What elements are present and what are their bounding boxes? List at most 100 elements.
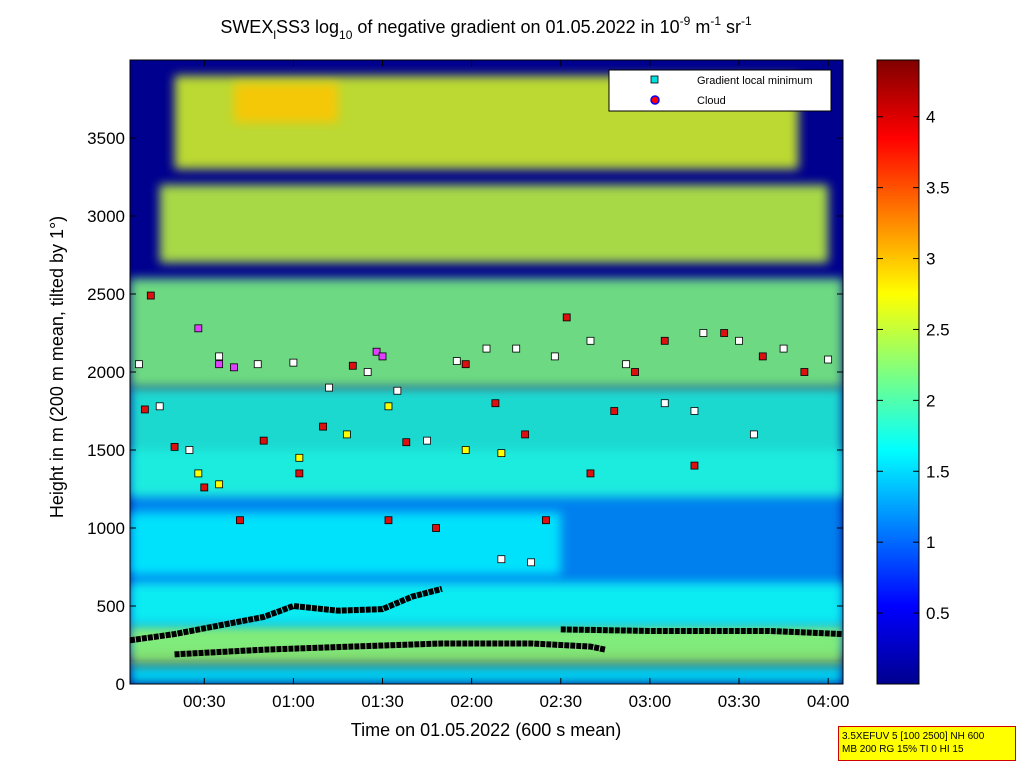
minimum-marker-21 bbox=[497, 555, 506, 564]
colorbar-tick-label-4: 2.5 bbox=[926, 320, 950, 339]
minimum-marker-19 bbox=[779, 344, 788, 353]
legend-cloud-label: Cloud bbox=[697, 95, 726, 107]
y-axis: 0 500 1000 1500 2000 2500 3000 3500 bbox=[87, 129, 843, 694]
boundary-line-upper bbox=[560, 626, 843, 638]
cloud-marker-15 bbox=[542, 516, 550, 525]
purple-marker-4 bbox=[378, 352, 387, 361]
heat-layer-3 bbox=[130, 582, 843, 625]
x-tick-label-2: 01:30 bbox=[361, 692, 404, 711]
x-tick-label-4: 02:30 bbox=[539, 692, 582, 711]
minimum-marker-2 bbox=[185, 446, 194, 454]
x-tick-label-1: 01:00 bbox=[272, 692, 315, 711]
heatmap-layers bbox=[130, 75, 843, 684]
legend-cloud-marker bbox=[650, 95, 660, 105]
minimum-marker-9 bbox=[423, 436, 431, 445]
cloud-marker-4 bbox=[236, 516, 244, 525]
chart-title: SWEXlSS3 log10 of negative gradient on 0… bbox=[220, 14, 752, 42]
colorbar-tick-label-3: 2 bbox=[926, 391, 935, 410]
heat-layer-7 bbox=[159, 184, 829, 263]
yellow-marker-0 bbox=[194, 469, 203, 478]
y-tick-label-3: 1500 bbox=[87, 441, 125, 460]
cloud-marker-8 bbox=[348, 361, 357, 370]
purple-marker-3 bbox=[372, 347, 381, 356]
y-axis-label: Height in m (200 m mean, tilted by 1°) bbox=[47, 216, 67, 518]
cloud-marker-20 bbox=[660, 336, 669, 345]
minimum-marker-6 bbox=[325, 383, 333, 392]
minimum-marker-5 bbox=[289, 358, 298, 367]
stamp-line-2: MB 200 RG 15% TI 0 HI 15 bbox=[842, 744, 964, 755]
heat-layer-1 bbox=[130, 665, 843, 684]
cloud-marker-18 bbox=[610, 407, 619, 415]
legend: Gradient local minimum Cloud bbox=[608, 69, 832, 112]
yellow-marker-6 bbox=[497, 449, 506, 458]
x-tick-label-7: 04:00 bbox=[807, 692, 850, 711]
minimum-marker-8 bbox=[393, 386, 402, 395]
cloud-marker-9 bbox=[384, 516, 393, 525]
cloud-marker-5 bbox=[259, 436, 268, 445]
cloud-marker-14 bbox=[521, 430, 530, 439]
colorbar-tick-label-0: 0.5 bbox=[926, 604, 950, 623]
cloud-marker-21 bbox=[690, 461, 699, 470]
purple-marker-0 bbox=[194, 324, 203, 333]
y-tick-label-1: 500 bbox=[97, 597, 125, 616]
minimum-marker-18 bbox=[735, 336, 743, 345]
x-tick-label-6: 03:30 bbox=[718, 692, 761, 711]
cloud-marker-23 bbox=[758, 352, 767, 361]
boundary-line-surface bbox=[174, 640, 606, 658]
colorbar-tick-label-7: 4 bbox=[926, 108, 935, 127]
yellow-marker-1 bbox=[215, 480, 224, 489]
heat-layer-9 bbox=[233, 83, 338, 123]
x-tick-label-0: 00:30 bbox=[183, 692, 226, 711]
cloud-marker-3 bbox=[200, 483, 209, 492]
y-tick-label-2: 1000 bbox=[87, 519, 125, 538]
minimum-marker-15 bbox=[622, 360, 631, 369]
cloud-marker-7 bbox=[319, 422, 328, 431]
minimum-marker-3 bbox=[215, 352, 224, 361]
yellow-marker-2 bbox=[295, 453, 304, 462]
y-tick-label-6: 3000 bbox=[87, 207, 125, 226]
y-tick-label-0: 0 bbox=[116, 675, 125, 694]
minimum-marker-12 bbox=[512, 344, 521, 353]
colorbar-tick-label-1: 1 bbox=[926, 533, 935, 552]
colorbar-tick-label-6: 3.5 bbox=[926, 179, 950, 198]
legend-minimum-label: Gradient local minimum bbox=[697, 75, 813, 87]
legend-minimum-marker bbox=[650, 75, 659, 84]
cloud-marker-1 bbox=[146, 291, 155, 300]
minimum-marker-14 bbox=[586, 336, 595, 345]
minimum-marker-22 bbox=[527, 558, 535, 567]
cloud-marker-0 bbox=[140, 405, 149, 414]
x-tick-label-3: 02:00 bbox=[450, 692, 493, 711]
yellow-marker-3 bbox=[342, 430, 351, 439]
colorbar-tick-label-2: 1.5 bbox=[926, 462, 950, 481]
minimum-marker-13 bbox=[550, 352, 559, 361]
minimum-marker-10 bbox=[452, 357, 461, 365]
legend-box bbox=[608, 69, 832, 112]
minimum-marker-4 bbox=[253, 360, 262, 369]
cloud-marker-11 bbox=[432, 524, 440, 532]
minimum-marker-1 bbox=[155, 402, 164, 411]
minimum-marker-0 bbox=[135, 360, 143, 369]
minimum-marker-16 bbox=[660, 399, 669, 408]
y-tick-label-5: 2500 bbox=[87, 285, 125, 304]
cloud-marker-6 bbox=[295, 469, 304, 478]
settings-stamp: 3.5XEFUV 5 [100 2500] NH 600 MB 200 RG 1… bbox=[838, 726, 1016, 761]
heat-layer-5 bbox=[130, 387, 843, 497]
cloud-marker-19 bbox=[631, 368, 639, 376]
boundary-lines bbox=[130, 585, 843, 658]
purple-marker-1 bbox=[215, 360, 224, 369]
cloud-marker-13 bbox=[491, 399, 500, 408]
x-axis-label: Time on 01.05.2022 (600 s mean) bbox=[351, 720, 622, 740]
cloud-marker-24 bbox=[800, 368, 809, 376]
y-tick-label-7: 3500 bbox=[87, 129, 125, 148]
colorbar-tick-label-5: 3 bbox=[926, 250, 935, 269]
minimum-marker-17 bbox=[699, 329, 708, 337]
minimum-marker-11 bbox=[482, 344, 491, 353]
x-axis: 00:30 01:00 01:30 02:00 02:30 03:00 03:30 04:00 bbox=[183, 60, 849, 711]
heat-layer-4 bbox=[130, 512, 561, 575]
minimum-marker-7 bbox=[363, 368, 372, 376]
cloud-marker-12 bbox=[461, 360, 470, 369]
stamp-line-1: 3.5XEFUV 5 [100 2500] NH 600 bbox=[842, 731, 985, 742]
yellow-marker-5 bbox=[461, 446, 470, 454]
cloud-marker-10 bbox=[402, 438, 411, 447]
